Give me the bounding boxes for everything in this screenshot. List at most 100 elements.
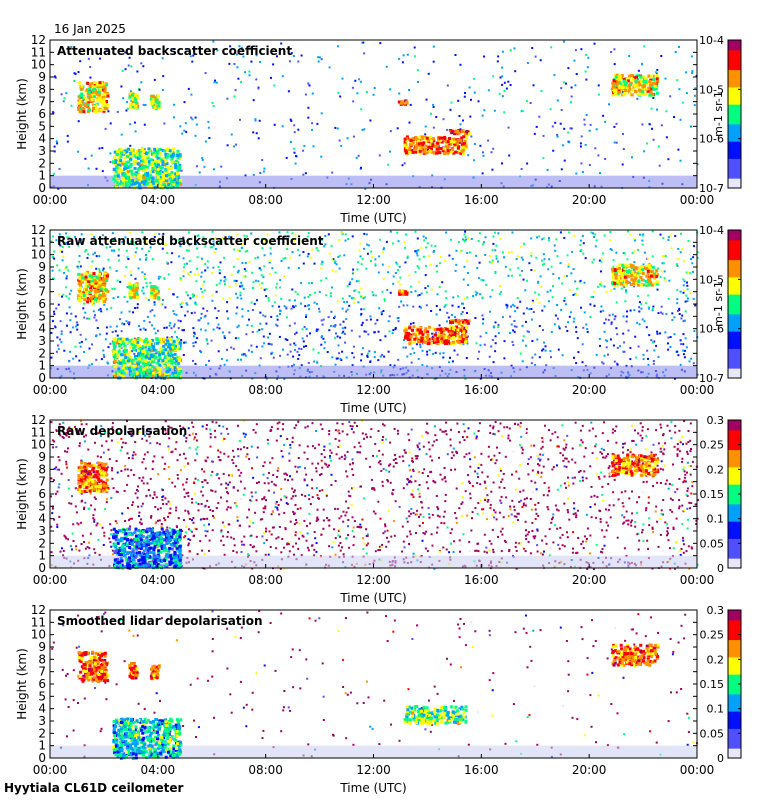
cloud-cell xyxy=(141,159,145,163)
noise-dot xyxy=(259,357,262,360)
noise-dot xyxy=(320,112,323,115)
noise-dot xyxy=(240,246,243,249)
noise-dot xyxy=(98,270,101,273)
noise-dot xyxy=(494,249,497,252)
cloud-cell xyxy=(412,325,416,329)
noise-dot xyxy=(61,246,64,248)
cloud-cell xyxy=(143,363,147,366)
cloud-cell xyxy=(137,182,141,186)
noise-dot xyxy=(455,263,458,266)
noise-dot xyxy=(355,156,358,159)
cloud-cell xyxy=(99,287,103,291)
noise-dot xyxy=(221,237,224,239)
cloud-cell xyxy=(634,79,638,83)
noise-dot xyxy=(682,278,685,281)
cloud-cell xyxy=(148,359,152,363)
noise-dot xyxy=(548,258,551,261)
noise-dot xyxy=(133,254,136,257)
noise-dot xyxy=(264,239,267,242)
noise-dot xyxy=(289,350,292,353)
noise-dot xyxy=(667,158,670,161)
noise-dot xyxy=(641,239,644,242)
noise-dot xyxy=(426,350,429,353)
colorbar-step xyxy=(728,101,741,105)
cloud-cell xyxy=(621,263,625,267)
noise-dot xyxy=(508,331,511,334)
noise-dot xyxy=(111,232,114,235)
noise-dot xyxy=(451,258,454,260)
noise-dot xyxy=(615,327,618,330)
cloud-cell xyxy=(458,335,462,339)
noise-dot xyxy=(259,311,262,314)
cloud-cell xyxy=(446,151,450,155)
noise-dot xyxy=(75,325,78,328)
noise-dot xyxy=(225,359,228,362)
noise-dot xyxy=(54,326,57,329)
noise-dot xyxy=(211,294,214,297)
cloud-cell xyxy=(137,349,140,353)
noise-dot xyxy=(613,287,616,290)
noise-dot xyxy=(645,326,648,329)
noise-dot xyxy=(276,315,279,317)
noise-dot xyxy=(542,329,544,331)
noise-dot xyxy=(685,271,688,274)
cloud-cell xyxy=(633,271,637,275)
cloud-cell xyxy=(154,159,158,163)
noise-dot xyxy=(651,255,654,258)
noise-dot xyxy=(336,357,339,360)
noise-dot xyxy=(513,320,516,322)
cloud-cell xyxy=(129,162,133,166)
cloud-cell xyxy=(414,145,418,149)
cloud-cell xyxy=(144,152,148,155)
cloud-cell xyxy=(431,336,435,340)
noise-dot xyxy=(222,297,225,300)
cloud-cell xyxy=(438,136,442,140)
noise-dot xyxy=(475,342,478,345)
noise-dot xyxy=(360,166,362,169)
cloud-cell xyxy=(413,340,417,344)
cloud-cell xyxy=(462,331,466,335)
noise-dot xyxy=(246,324,249,327)
cloud-cell xyxy=(129,345,133,349)
noise-dot xyxy=(462,302,465,305)
noise-dot xyxy=(95,335,97,338)
noise-dot xyxy=(406,304,409,307)
noise-dot xyxy=(280,298,283,300)
cloud-cell xyxy=(132,284,136,288)
noise-dot xyxy=(399,283,402,286)
cloud-cell xyxy=(161,350,165,354)
noise-dot xyxy=(182,275,185,278)
cloud-cell xyxy=(618,263,622,267)
noise-dot xyxy=(330,310,333,313)
cloud-cell xyxy=(140,176,144,180)
noise-dot xyxy=(494,231,497,234)
noise-dot xyxy=(567,131,570,134)
colorbar-tick-label: 10-5 xyxy=(699,83,724,96)
cloud-cell xyxy=(623,89,627,92)
noise-dot xyxy=(229,45,232,48)
cloud-cell xyxy=(645,264,649,268)
noise-dot xyxy=(681,248,684,251)
noise-dot xyxy=(318,56,321,59)
cloud-cell xyxy=(640,92,644,96)
noise-dot xyxy=(513,47,516,50)
noise-dot xyxy=(542,253,545,256)
noise-dot xyxy=(224,278,227,281)
noise-dot xyxy=(389,88,392,91)
cloud-cell xyxy=(117,350,121,353)
noise-dot xyxy=(351,86,354,89)
noise-dot xyxy=(482,318,485,321)
noise-dot xyxy=(429,263,432,266)
noise-dot xyxy=(112,239,115,242)
noise-dot xyxy=(370,260,372,262)
noise-dot xyxy=(346,285,349,288)
noise-dot xyxy=(270,343,273,346)
noise-dot xyxy=(193,273,196,275)
cloud-cell xyxy=(446,149,450,153)
noise-dot xyxy=(317,56,320,59)
cloud-cell xyxy=(462,320,465,324)
cloud-cell xyxy=(616,81,620,84)
noise-dot xyxy=(303,326,306,328)
noise-dot xyxy=(463,297,466,300)
cloud-cell xyxy=(645,274,649,278)
